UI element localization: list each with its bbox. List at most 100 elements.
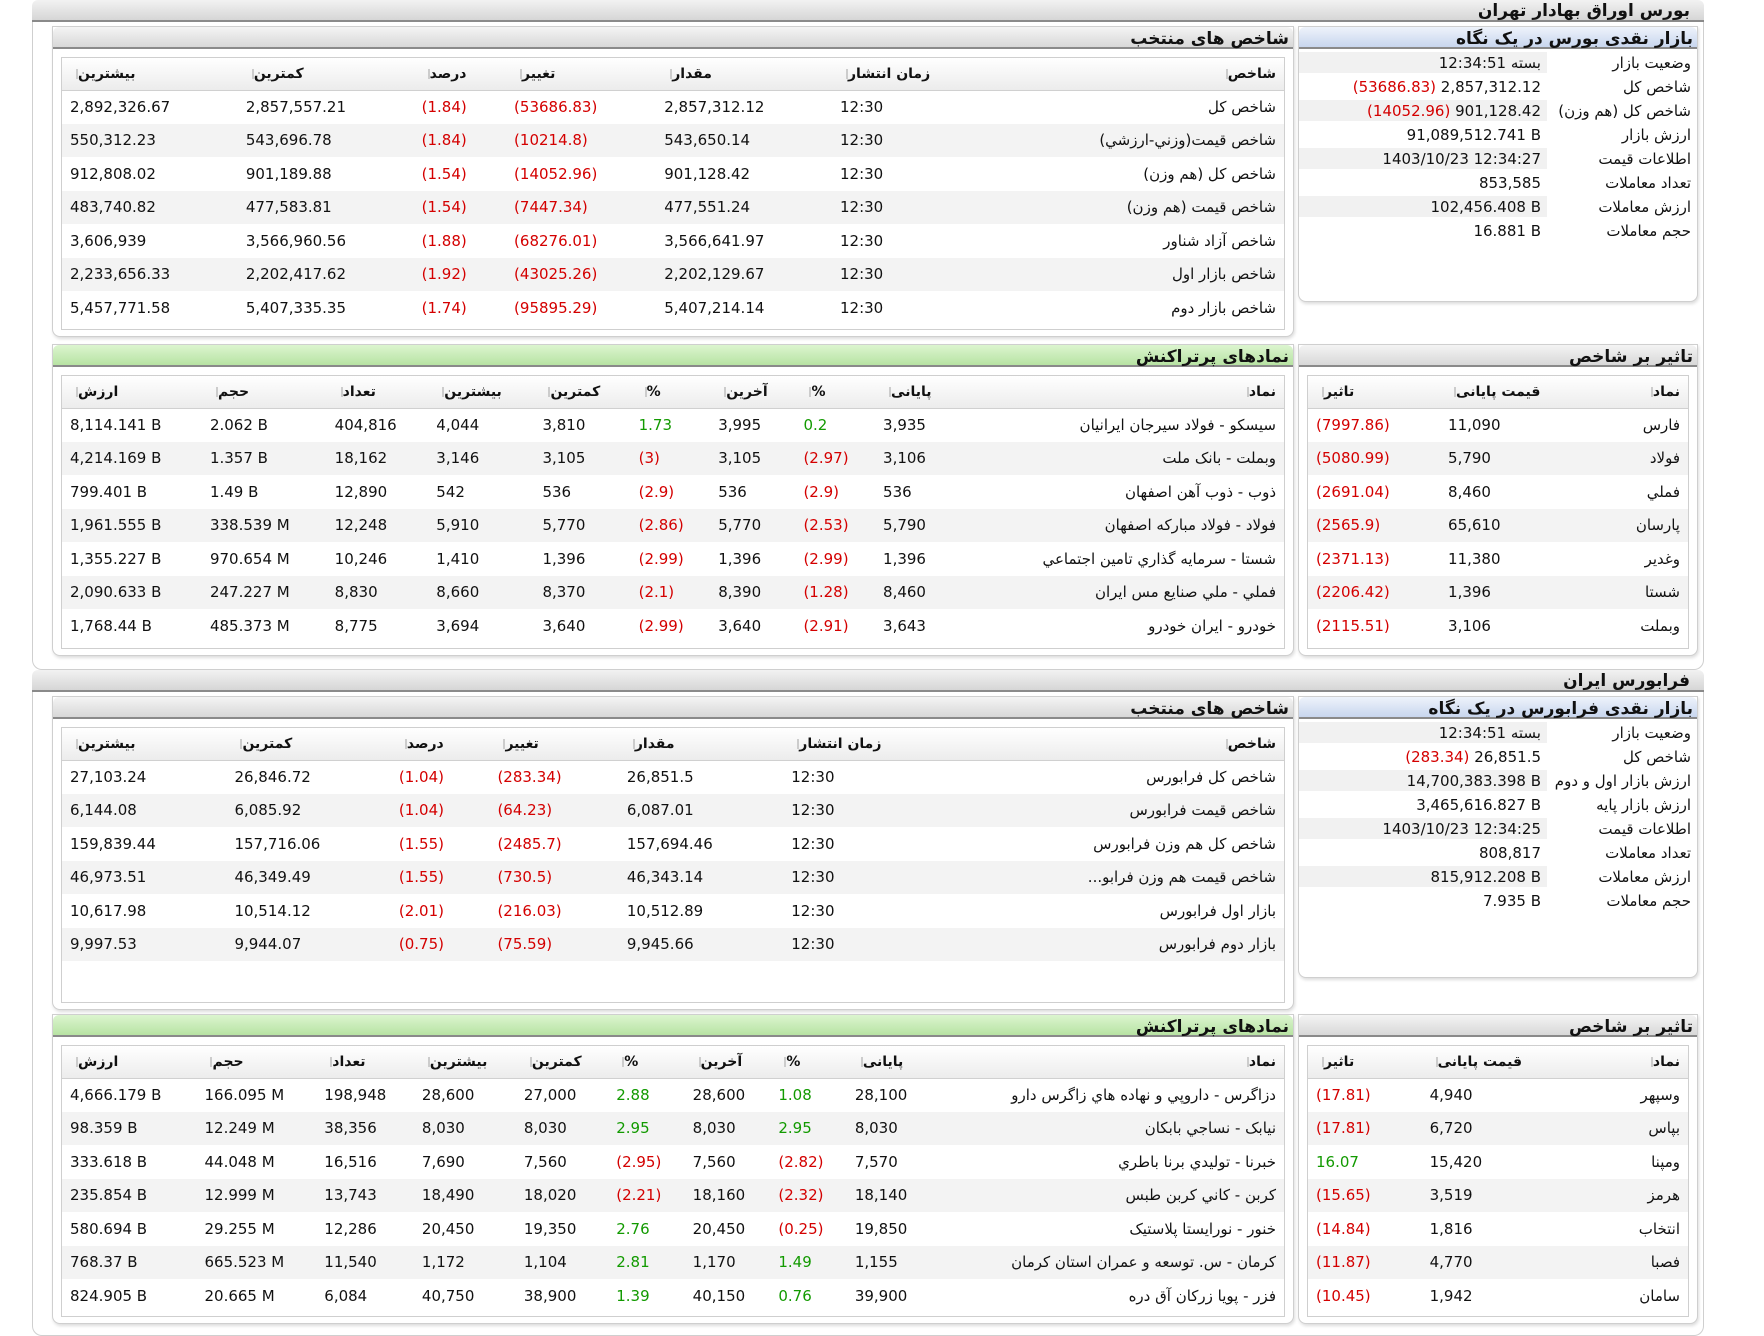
farabourse-indices-cell: 6,144.08 xyxy=(62,793,227,827)
farabourse-indices-cell: 12:30 xyxy=(791,834,835,853)
bourse-active-col-header: بیشترین xyxy=(428,376,535,409)
farabourse-indices-cell: 46,349.49 xyxy=(226,860,391,894)
bourse-active-cell: (2.97) xyxy=(795,441,876,475)
bourse-indices-col-label: زمان انتشار xyxy=(848,65,931,82)
bourse-indices-cell: شاخص بازار دوم xyxy=(1171,298,1276,317)
bourse-active-cell: 8,660 xyxy=(428,575,535,609)
farabourse-active-cell: 235.854 B xyxy=(62,1178,197,1212)
bourse-active-cell: 5,770 xyxy=(534,508,631,542)
bourse-impact-row: فولاد 5,790 (5080.99) xyxy=(1308,441,1688,475)
bourse-indices-row: شاخص قیمت (هم وزن) 12:30 477,551.24 (7447.3… xyxy=(62,190,1284,224)
bourse-indices-cell: شاخص آزاد شناور xyxy=(1163,231,1276,250)
farabourse-active-cell: 20.665 M xyxy=(204,1286,275,1305)
bourse-indices-row: شاخص کل (هم وزن) 12:30 901,128.42 (14052.96… xyxy=(62,157,1284,191)
farabourse-indices-cell: (1.04) xyxy=(398,768,444,786)
bourse-active-header-row: نماد پایانی% آخرین% کمترین بیشترین تعداد حجم ار… xyxy=(62,376,1284,409)
farabourse-glance-value-text: 7.935 B xyxy=(1482,891,1541,910)
bourse-impact-cell: وغدير xyxy=(1644,549,1680,568)
bourse-impact-col-header: نماد xyxy=(1599,376,1688,409)
farabourse-impact-cell: 6,720 xyxy=(1421,1111,1596,1145)
bourse-glance-row: شاخص کل (هم وزن) (14052.96) 901,128.42 xyxy=(1299,100,1697,121)
farabourse-indices-cell: (75.59) xyxy=(489,927,619,961)
farabourse-active-cell: 8,030 xyxy=(846,1111,933,1145)
bourse-impact-panel: تاثیر بر شاخص نماد قیمت پایانی تاثیر فارس 11… xyxy=(1298,344,1698,656)
farabourse-active-cell: 2.95 xyxy=(608,1111,685,1145)
column-separator xyxy=(784,1056,787,1067)
farabourse-active-col-header: حجم xyxy=(196,1046,317,1079)
farabourse-active-col-header: % xyxy=(608,1046,685,1079)
farabourse-indices-cell: (2.01) xyxy=(398,901,444,920)
farabourse-impact-col-label: تاثیر xyxy=(1324,1053,1355,1070)
farabourse-active-cell: 824.905 B xyxy=(70,1286,148,1305)
farabourse-indices-title: شاخص های منتخب xyxy=(1130,699,1289,719)
farabourse-glance-value: 7.935 B xyxy=(1299,890,1547,911)
bourse-indices-col-label: تغییر xyxy=(522,65,556,82)
bourse-active-cell: 247.227 M xyxy=(201,575,327,609)
bourse-indices-cell: (1.84) xyxy=(413,123,507,157)
farabourse-indices-cell: 9,945.66 xyxy=(618,927,784,961)
bourse-indices-cell: (14052.96) xyxy=(514,164,598,183)
farabourse-indices-col-label: بیشترین xyxy=(78,735,136,752)
farabourse-indices-col-label: شاخص xyxy=(1227,735,1276,752)
bourse-active-cell: 8,830 xyxy=(326,575,429,609)
bourse-active-cell: 3,105 xyxy=(710,441,796,475)
farabourse-active-col-label: % xyxy=(624,1053,639,1070)
farabourse-impact-cell: (15.65) xyxy=(1308,1178,1422,1212)
bourse-glance-value: 91,089,512.741 B xyxy=(1299,124,1547,145)
column-separator xyxy=(330,1056,333,1067)
column-separator xyxy=(215,386,218,397)
column-separator xyxy=(76,386,78,397)
farabourse-impact-cell: (11.87) xyxy=(1308,1245,1422,1279)
farabourse-impact-row: ومپنا 15,420 16.07 xyxy=(1308,1145,1688,1179)
column-separator xyxy=(1225,68,1228,79)
bourse-active-cell: فملي - ملي صنايع مس ايران xyxy=(958,575,1284,609)
column-separator xyxy=(76,738,78,749)
column-separator xyxy=(860,1056,863,1067)
farabourse-impact-cell: وسپهر xyxy=(1640,1086,1680,1104)
bourse-indices-table: شاخص زمان انتشار مقدار تغییر درصد کمترین بیشتر… xyxy=(62,58,1284,325)
column-separator xyxy=(670,68,673,79)
farabourse-indices-col-label: زمان انتشار xyxy=(799,735,882,752)
column-separator xyxy=(548,386,551,397)
bourse-active-cell: 8,460 xyxy=(875,575,959,609)
bourse-glance-row: ارزش بازار 91,089,512.741 B xyxy=(1299,124,1697,145)
bourse-impact-row: وغدير 11,380 (2371.13) xyxy=(1308,542,1688,576)
bourse-active-cell: 1,961.555 B xyxy=(62,508,202,542)
bourse-impact-cell: (2565.9) xyxy=(1308,508,1441,542)
bourse-active-cell: (2.86) xyxy=(630,508,711,542)
column-separator xyxy=(724,386,727,397)
bourse-active-cell: 1,396 xyxy=(718,549,762,568)
bourse-impact-col-header: قیمت پایانی xyxy=(1440,376,1600,409)
farabourse-active-cell: خنور - نورايستا پلاستيک xyxy=(1129,1219,1276,1238)
bourse-active-cell: فولاد - فولاد مبارکه اصفهان xyxy=(958,508,1284,542)
bourse-glance-value: (14052.96) 901,128.42 xyxy=(1299,100,1547,121)
farabourse-glance-table: وضعیت بازار بسته 12:34:51 شاخص کل (283.34) … xyxy=(1299,719,1697,914)
bourse-glance-value-text: 2,857,312.12 xyxy=(1440,77,1541,96)
farabourse-active-cell: 580.694 B xyxy=(70,1219,148,1238)
farabourse-glance-value-text: 815,912.208 B xyxy=(1430,867,1542,886)
bourse-indices-cell: 901,128.42 xyxy=(664,164,751,183)
bourse-indices-cell: (1.74) xyxy=(421,298,467,317)
bourse-active-cell: (2.1) xyxy=(630,575,711,609)
bourse-impact-row: پارسان 65,610 (2565.9) xyxy=(1308,508,1688,542)
bourse-glance-value: بسته 12:34:51 xyxy=(1299,52,1547,73)
column-separator xyxy=(1246,1056,1249,1067)
bourse-active-cell: 18,162 xyxy=(326,441,429,475)
bourse-active-row: وبملت - بانک ملت 3,106 (2.97) 3,105 (3) 3,105… xyxy=(62,441,1284,475)
farabourse-active-cell: 12,286 xyxy=(324,1219,377,1238)
farabourse-active-cell: (2.32) xyxy=(770,1178,847,1212)
farabourse-indices-col-header: کمترین xyxy=(226,728,391,761)
farabourse-active-cell: کرمان - س. توسعه و عمران استان كرمان xyxy=(932,1245,1284,1279)
bourse-indices-cell: 901,189.88 xyxy=(245,164,332,183)
farabourse-glance-value: 3,465,616.827 B xyxy=(1299,794,1547,815)
farabourse-glance-row: حجم معاملات 7.935 B xyxy=(1299,890,1697,911)
bourse-indices-row: شاخص قیمت(وزني-ارزشي) 12:30 543,650.14 (102… xyxy=(62,123,1284,157)
bourse-glance-row: تعداد معاملات 853,585 xyxy=(1299,172,1697,193)
farabourse-glance-panel: بازار نقدی فرابورس در یک نگاه وضعیت بازا… xyxy=(1298,696,1698,978)
column-separator xyxy=(404,738,407,749)
farabourse-impact-row: فصبا 4,770 (11.87) xyxy=(1308,1245,1688,1279)
farabourse-active-cell: 40,150 xyxy=(692,1286,746,1305)
bourse-active-cell: ذوب - ذوب آهن اصفهان xyxy=(1124,482,1276,501)
bourse-glance-value-text: 901,128.42 xyxy=(1455,101,1541,120)
farabourse-indices-cell: (283.34) xyxy=(497,768,562,786)
